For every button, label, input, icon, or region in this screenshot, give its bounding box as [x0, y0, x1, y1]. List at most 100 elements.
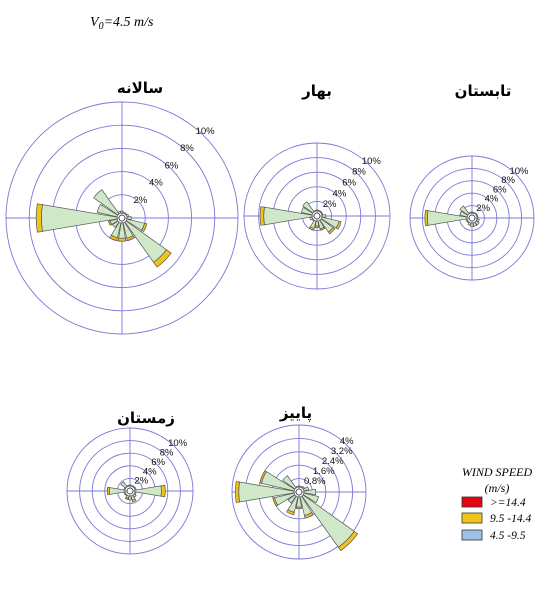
summer-petal-14: [459, 205, 470, 216]
title-summer: تابستان: [455, 82, 512, 100]
autumn-petal-band-8: [295, 506, 303, 510]
winter-petal-band-9: [124, 496, 129, 501]
autumn-petal-15: [295, 485, 299, 489]
spring-ring-label-1: 2%: [323, 199, 337, 210]
annual-petal-4: [126, 216, 132, 220]
spring-ring-label-2: 4%: [333, 188, 347, 199]
winter-petal-0: [128, 484, 132, 487]
spring-petal-13: [300, 207, 314, 216]
title-annual: سالانه: [117, 79, 163, 97]
winter-petal-3: [133, 487, 137, 491]
legend-label-mid: 9.5 -14.4: [490, 513, 531, 525]
winter-ring-label-4: 8%: [160, 448, 174, 459]
annual-petal-band-6: [153, 249, 172, 268]
autumn-petal-4: [303, 488, 317, 496]
legend-swatch-high: [461, 496, 483, 508]
legend-swatch-mid: [461, 512, 483, 524]
spring-petal-14: [302, 201, 315, 214]
winter-petal-band-4: [160, 484, 166, 498]
annual-ring-label-5: 10%: [196, 126, 216, 137]
spring-petal-band-5: [335, 220, 342, 230]
summer-ring-label-1: 2%: [476, 203, 490, 214]
autumn-petal-0: [297, 485, 301, 488]
spring-ring-label-4: 8%: [352, 167, 366, 178]
annual-petal-0: [120, 210, 124, 214]
summer-petal-15: [468, 211, 472, 215]
winter-petal-13: [123, 487, 127, 491]
title-winter: زمستان: [117, 409, 175, 427]
legend-label-high: >=14.4: [490, 497, 526, 509]
winter-petal-14: [120, 481, 128, 489]
summer-petal-11: [465, 218, 469, 222]
summer-petal-8: [470, 222, 474, 228]
summer-petal-10: [466, 220, 470, 224]
annual-petal-10: [112, 220, 120, 228]
autumn-petal-1: [299, 485, 303, 489]
autumn-petal-14: [282, 475, 297, 490]
summer-ring-label-3: 6%: [493, 184, 507, 195]
summer-center: [468, 214, 476, 222]
annual-petal-band-11: [108, 220, 113, 226]
summer-petal-band-12: [424, 209, 429, 227]
autumn-petal-band-6: [337, 530, 359, 552]
winter-petal-5: [133, 491, 137, 495]
summer-petal-1: [472, 211, 476, 215]
winter-petal-12: [108, 487, 126, 495]
windrose-summer: 2%4%6%8%10%: [409, 155, 535, 281]
summer-ring-label-5: 10%: [509, 166, 529, 177]
annual-petal-3: [125, 213, 130, 218]
spring-ring-label-5: 10%: [362, 156, 382, 167]
winter-petal-15: [126, 484, 130, 488]
winter-petal-band-12: [106, 486, 110, 496]
annual-petal-band-5: [141, 222, 148, 233]
annual-petal-band-12: [35, 203, 43, 233]
summer-petal-2: [474, 212, 478, 216]
legend: WIND SPEED (m/s) >=14.4 9.5 -14.4 4.5 -9…: [461, 465, 532, 542]
winter-petal-11: [123, 491, 127, 495]
autumn-petal-3: [302, 486, 310, 492]
annual-ring-label-3: 6%: [165, 160, 179, 171]
spring-petal-11: [309, 216, 314, 221]
windrose-annual: 2%4%6%8%10%: [5, 101, 239, 335]
winter-petal-2: [132, 485, 136, 489]
v0-label: V0=4.5 m/s: [90, 15, 154, 32]
spring-ring-label-3: 6%: [342, 177, 356, 188]
title-autumn: پاییز: [279, 404, 312, 423]
annual-ring-label-1: 2%: [134, 195, 148, 206]
autumn-ring-label-3: 2.4%: [322, 456, 344, 467]
winter-ring-label-2: 4%: [143, 466, 157, 477]
annual-petal-14: [93, 189, 120, 216]
winter-petal-4: [134, 485, 162, 497]
legend-swatch-low: [461, 529, 483, 541]
autumn-petal-band-9: [286, 509, 295, 516]
spring-petal-band-9: [308, 226, 315, 231]
spring-petal-1: [317, 209, 321, 213]
title-spring: بهار: [301, 82, 332, 100]
annual-ring-label-4: 8%: [180, 143, 194, 154]
summer-petal-0: [470, 211, 474, 214]
annual-center: [118, 214, 126, 222]
summer-petal-4: [476, 216, 479, 220]
winter-petal-8: [128, 495, 132, 501]
annual-petal-15: [117, 210, 122, 215]
spring-petal-0: [315, 209, 319, 212]
summer-petal-3: [475, 214, 479, 218]
spring-petal-2: [319, 210, 323, 214]
autumn-petal-band-11: [272, 497, 279, 507]
spring-petal-4: [321, 214, 327, 218]
annual-ring-label-2: 4%: [149, 178, 163, 189]
autumn-ring-label-4: 3.2%: [331, 446, 353, 457]
spring-petal-15: [313, 209, 317, 213]
summer-petal-5: [475, 218, 480, 223]
winter-petal-band-7: [131, 498, 137, 503]
legend-unit: (m/s): [485, 481, 510, 495]
autumn-petal-5: [302, 492, 320, 504]
annual-petal-13: [96, 203, 119, 218]
autumn-petal-band-13: [259, 470, 267, 484]
annual-petal-1: [122, 211, 126, 215]
winter-ring-label-1: 2%: [134, 476, 148, 487]
winter-petal-1: [130, 484, 134, 488]
windrose-spring: 2%4%6%8%10%: [243, 142, 391, 290]
winter-ring-label-3: 6%: [151, 457, 165, 468]
